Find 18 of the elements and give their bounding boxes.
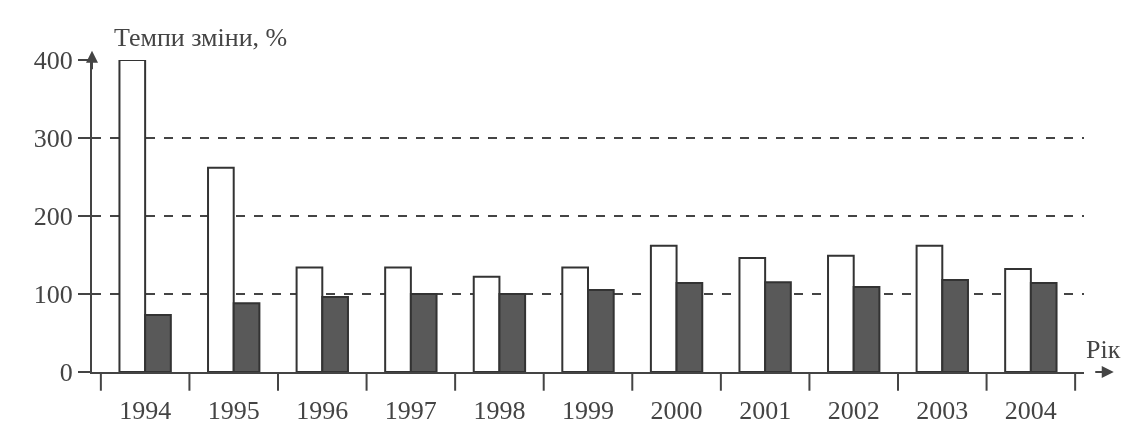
y-axis-title: Темпи зміни, % xyxy=(114,23,288,52)
y-tick-label: 300 xyxy=(33,124,73,154)
x-tick-label: 2004 xyxy=(1004,396,1057,426)
y-tick-label: 200 xyxy=(33,202,73,232)
x-tick-label: 1995 xyxy=(207,396,260,426)
x-tick-label: 1997 xyxy=(384,396,437,426)
x-axis-title: Рік xyxy=(1086,335,1121,364)
x-tick-label: 2001 xyxy=(739,396,792,426)
x-tick-label: 2003 xyxy=(916,396,969,426)
y-tick-label: 0 xyxy=(59,358,73,388)
y-tick-label: 100 xyxy=(33,280,73,310)
y-tick-label: 400 xyxy=(33,46,73,76)
x-tick-label: 2000 xyxy=(650,396,703,426)
x-tick-label: 1994 xyxy=(119,396,172,426)
x-tick-label: 1996 xyxy=(296,396,349,426)
x-tick-label: 1999 xyxy=(562,396,614,426)
x-tick-label: 2002 xyxy=(827,396,880,426)
x-tick-label: 1998 xyxy=(473,396,526,426)
